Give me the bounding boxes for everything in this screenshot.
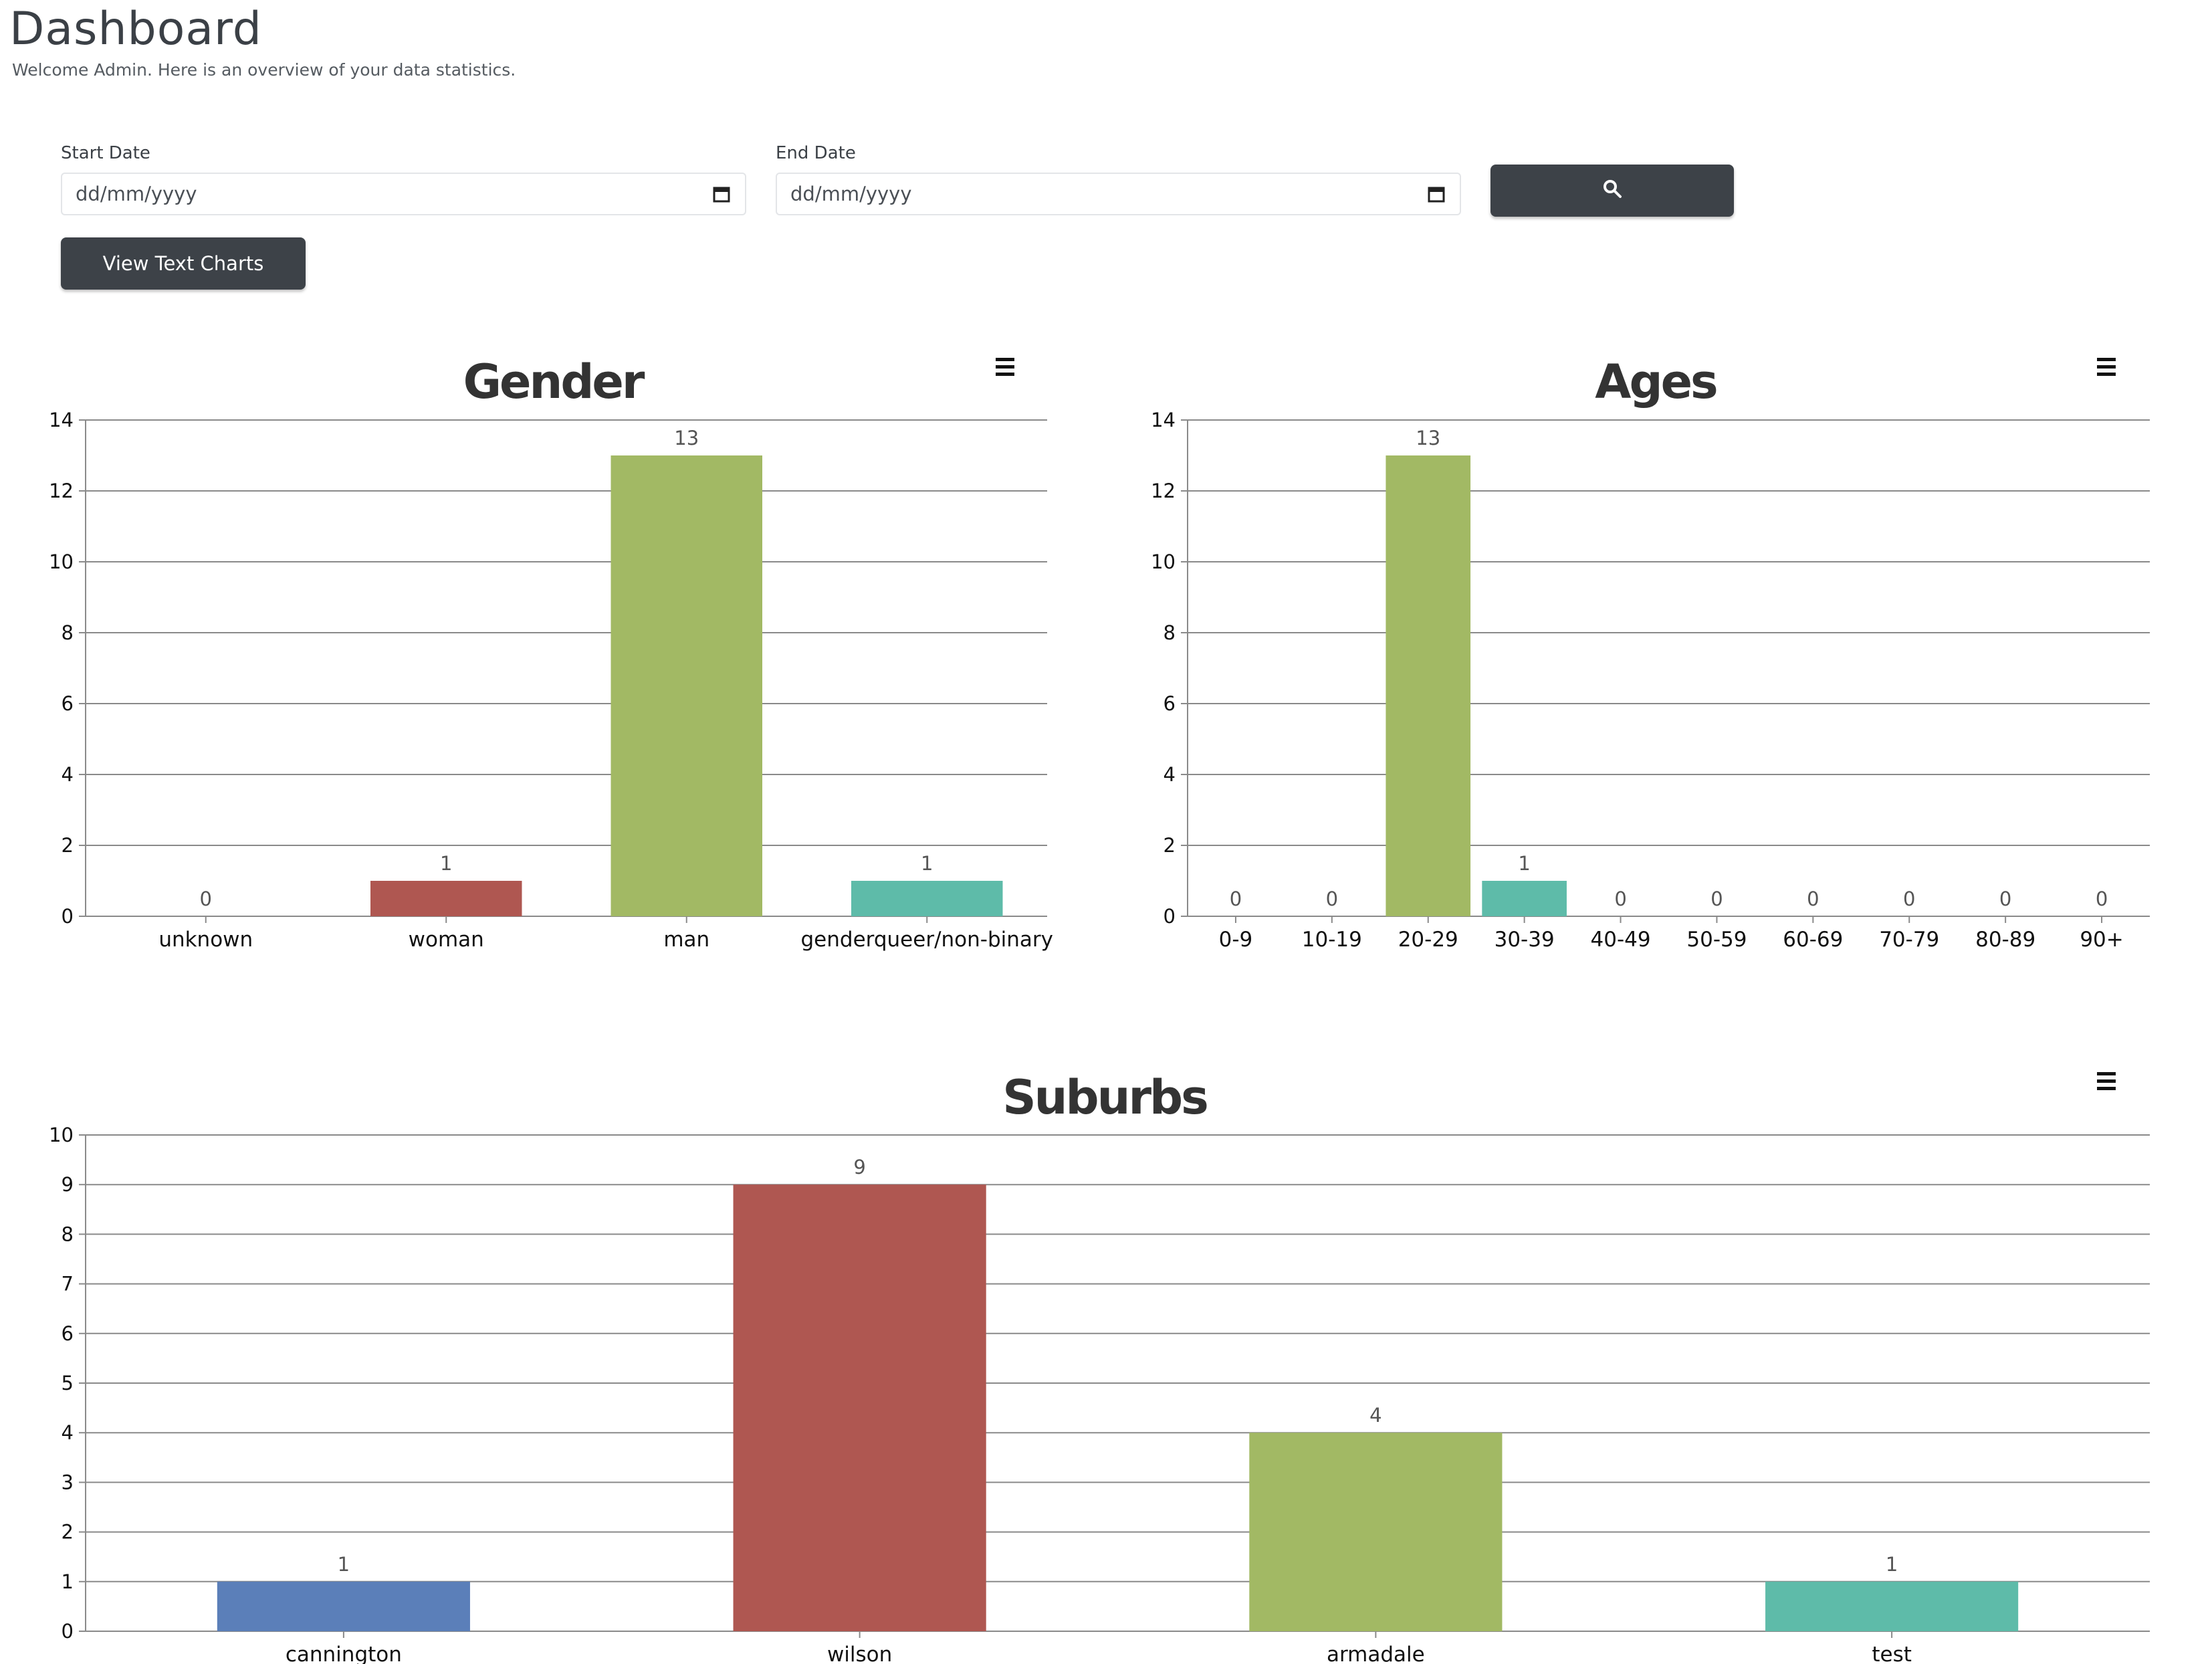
y-tick-label: 0 (62, 905, 74, 928)
bar-woman (370, 881, 522, 916)
data-label: 13 (674, 427, 699, 449)
end-date-placeholder: dd/mm/yyyy (790, 183, 912, 205)
bar-genderqueer/non-binary (851, 881, 1003, 916)
y-tick-label: 9 (62, 1173, 74, 1196)
y-tick-label: 10 (49, 1124, 74, 1146)
x-tick-label: 70-79 (1879, 928, 1939, 952)
x-tick-label: woman (409, 928, 484, 952)
data-label: 13 (1416, 427, 1440, 449)
data-label: 1 (1886, 1553, 1898, 1576)
y-tick-label: 8 (62, 1223, 74, 1245)
x-tick-label: test (1872, 1643, 1912, 1664)
y-tick-label: 6 (1164, 692, 1176, 715)
x-tick-label: 30-39 (1495, 928, 1555, 952)
calendar-icon[interactable] (1426, 184, 1446, 204)
data-label: 1 (440, 852, 452, 875)
data-label: 1 (1518, 852, 1530, 875)
y-tick-label: 8 (62, 621, 74, 644)
hamburger-menu-icon[interactable] (2097, 1072, 2116, 1090)
x-tick-label: 0-9 (1219, 928, 1253, 952)
x-tick-label: 80-89 (1975, 928, 2035, 952)
chart-title: Ages (1595, 354, 1717, 409)
data-label: 0 (1326, 888, 1338, 910)
x-tick-label: unknown (158, 928, 253, 952)
data-label: 0 (1230, 888, 1242, 910)
x-tick-label: 40-49 (1591, 928, 1651, 952)
start-date-input[interactable]: dd/mm/yyyy (61, 173, 746, 215)
y-tick-label: 12 (49, 480, 74, 502)
y-tick-label: 4 (62, 763, 74, 786)
x-tick-label: 10-19 (1302, 928, 1362, 952)
hamburger-menu-icon[interactable] (996, 358, 1014, 376)
y-tick-label: 6 (62, 1322, 74, 1345)
search-button[interactable] (1490, 165, 1734, 217)
chart-title: Suburbs (1002, 1070, 1207, 1125)
y-tick-label: 10 (49, 550, 74, 573)
y-tick-label: 2 (62, 834, 74, 857)
data-label: 0 (1807, 888, 1819, 910)
y-tick-label: 12 (1151, 480, 1176, 502)
bar-20-29 (1386, 455, 1471, 916)
x-tick-label: genderqueer/non-binary (801, 928, 1053, 952)
x-tick-label: 20-29 (1398, 928, 1458, 952)
data-label: 0 (2096, 888, 2108, 910)
bar-cannington (217, 1581, 470, 1631)
bar-armadale (1249, 1433, 1503, 1631)
start-date-placeholder: dd/mm/yyyy (76, 183, 197, 205)
x-tick-label: wilson (827, 1643, 892, 1664)
y-tick-label: 14 (1151, 409, 1176, 431)
search-icon (1602, 179, 1622, 203)
y-tick-label: 4 (62, 1421, 74, 1444)
x-tick-label: 60-69 (1783, 928, 1843, 952)
end-date-label: End Date (776, 143, 856, 163)
y-tick-label: 7 (62, 1273, 74, 1295)
y-tick-label: 14 (49, 409, 74, 431)
data-label: 0 (1903, 888, 1915, 910)
data-label: 0 (200, 888, 212, 910)
x-tick-label: man (663, 928, 709, 952)
y-tick-label: 2 (1164, 834, 1176, 857)
hamburger-menu-icon[interactable] (2097, 358, 2116, 376)
y-tick-label: 1 (62, 1570, 74, 1593)
data-label: 9 (853, 1156, 865, 1178)
chart-title: Gender (463, 354, 645, 409)
calendar-icon[interactable] (711, 184, 732, 204)
view-text-charts-button[interactable]: View Text Charts (61, 237, 306, 290)
x-tick-label: cannington (286, 1643, 402, 1664)
end-date-input[interactable]: dd/mm/yyyy (776, 173, 1461, 215)
y-tick-label: 10 (1151, 550, 1176, 573)
data-label: 0 (1710, 888, 1723, 910)
page-subtitle: Welcome Admin. Here is an overview of yo… (12, 60, 516, 80)
x-tick-label: 90+ (2080, 928, 2123, 952)
y-tick-label: 0 (62, 1620, 74, 1643)
x-tick-label: armadale (1327, 1643, 1425, 1664)
bar-wilson (733, 1184, 986, 1631)
x-tick-label: 50-59 (1686, 928, 1747, 952)
start-date-label: Start Date (61, 143, 150, 163)
bar-man (611, 455, 762, 916)
bar-test (1765, 1581, 2019, 1631)
y-tick-label: 8 (1164, 621, 1176, 644)
y-tick-label: 2 (62, 1521, 74, 1544)
y-tick-label: 0 (1164, 905, 1176, 928)
data-label: 1 (921, 852, 933, 875)
data-label: 1 (338, 1553, 350, 1576)
bar-30-39 (1482, 881, 1567, 916)
y-tick-label: 5 (62, 1372, 74, 1394)
y-tick-label: 3 (62, 1471, 74, 1493)
data-label: 4 (1369, 1404, 1381, 1427)
page-title: Dashboard (9, 3, 262, 56)
y-tick-label: 6 (62, 692, 74, 715)
y-tick-label: 4 (1164, 763, 1176, 786)
data-label: 0 (1614, 888, 1626, 910)
data-label: 0 (1999, 888, 2011, 910)
